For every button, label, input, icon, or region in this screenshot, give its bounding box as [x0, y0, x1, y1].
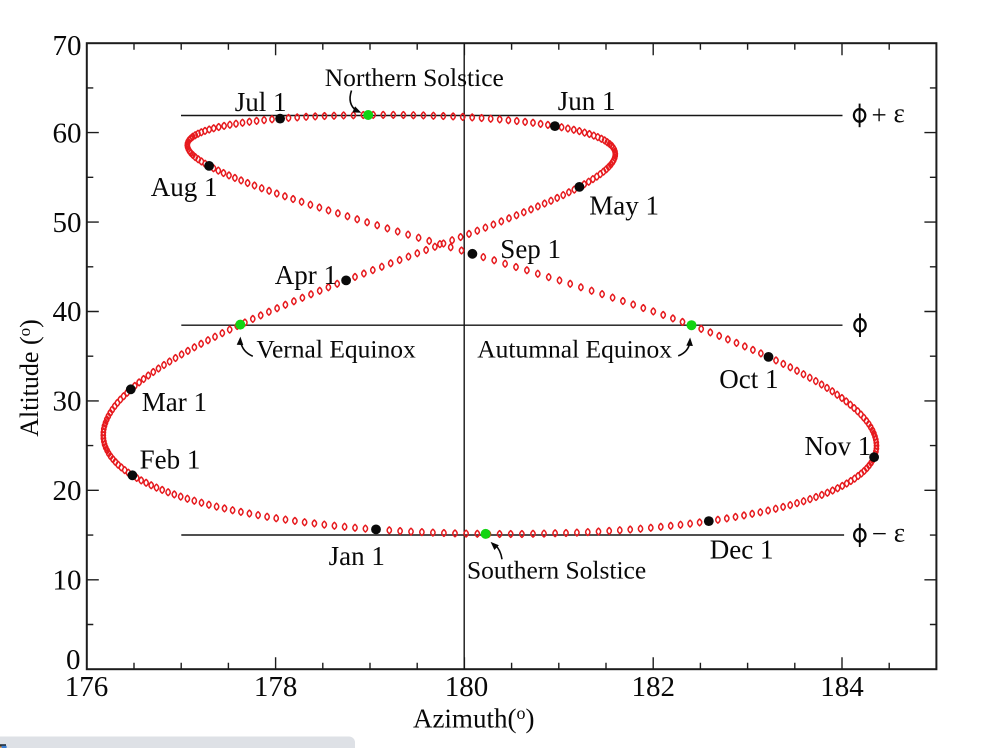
- svg-text:Aug 1: Aug 1: [151, 172, 218, 202]
- svg-text:Jul 1: Jul 1: [235, 87, 287, 117]
- svg-text:10: 10: [53, 565, 82, 597]
- svg-text:Oct 1: Oct 1: [719, 364, 778, 394]
- svg-text:Azimuth(o): Azimuth(o): [413, 703, 534, 734]
- svg-text:20: 20: [53, 475, 82, 507]
- svg-text:Nov 1: Nov 1: [805, 431, 872, 461]
- svg-text:Sep 1: Sep 1: [500, 234, 561, 264]
- svg-text:Jan 1: Jan 1: [329, 541, 385, 571]
- svg-text:182: 182: [631, 671, 675, 703]
- svg-text:Apr 1: Apr 1: [275, 260, 337, 290]
- svg-text:Vernal Equinox: Vernal Equinox: [256, 334, 416, 363]
- svg-text:184: 184: [820, 671, 864, 703]
- svg-text:40: 40: [53, 296, 82, 328]
- svg-text:Jun 1: Jun 1: [558, 86, 616, 116]
- svg-text:Autumnal Equinox: Autumnal Equinox: [477, 334, 672, 363]
- svg-text:Southern Solstice: Southern Solstice: [467, 556, 646, 585]
- svg-text:Mar 1: Mar 1: [142, 387, 207, 417]
- svg-text:Altitude (o): Altitude (o): [15, 319, 44, 437]
- svg-text:May 1: May 1: [589, 191, 659, 221]
- svg-text:176: 176: [65, 671, 109, 703]
- svg-text:70: 70: [53, 30, 82, 62]
- svg-text:Feb 1: Feb 1: [140, 444, 201, 474]
- svg-text:ε: ε: [894, 518, 905, 548]
- svg-text:0: 0: [66, 644, 81, 676]
- svg-text:50: 50: [53, 207, 82, 239]
- svg-text:−: −: [872, 519, 887, 549]
- svg-text:60: 60: [53, 117, 82, 149]
- svg-text:Dec 1: Dec 1: [710, 535, 774, 565]
- svg-text:180: 180: [445, 671, 489, 703]
- svg-text:Northern Solstice: Northern Solstice: [325, 63, 504, 92]
- svg-text:30: 30: [53, 386, 82, 418]
- svg-text:178: 178: [254, 671, 298, 703]
- svg-text:ε: ε: [894, 98, 905, 128]
- svg-text:+: +: [872, 100, 887, 130]
